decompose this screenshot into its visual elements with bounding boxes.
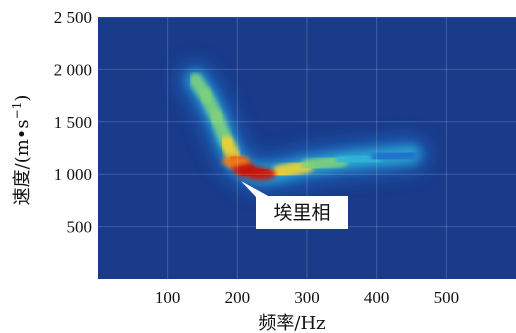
y-tick-label: 1 500 [54,113,92,132]
annotation-pointer [241,181,270,197]
heatmap-energy [178,62,429,192]
x-tick-label: 500 [434,288,460,307]
x-tick-label: 200 [225,288,251,307]
y-tick-label: 500 [67,218,93,237]
y-axis-label-close: ) [12,95,33,102]
y-tick-label: 2 500 [54,8,92,27]
y-tick-label: 2 000 [54,60,92,79]
plot-area [98,17,516,279]
annotation-label: 埃里相 [273,202,330,224]
ridge-peak [221,155,250,168]
y-axis-label-superscript: −1 [10,102,24,120]
x-axis-ticks: 100 200 300 400 500 [155,288,459,307]
ridge-segment [335,151,383,167]
y-axis-ticks: 500 1 000 1 500 2 000 2 500 [54,8,92,237]
y-tick-label: 1 000 [54,165,92,184]
y-axis-label-main: 速度/(m•s [12,119,33,205]
annotation-box [256,196,348,229]
x-tick-label: 300 [294,288,320,307]
ridge-peak [247,168,276,181]
x-tick-label: 400 [364,288,390,307]
x-tick-label: 100 [155,288,181,307]
annotation-airy-phase: 埃里相 [241,181,348,229]
y-axis-label: 速度/(m•s−1) [10,95,33,206]
ridge-segment [370,148,418,164]
x-axis-label: 频率/Hz [258,313,325,333]
